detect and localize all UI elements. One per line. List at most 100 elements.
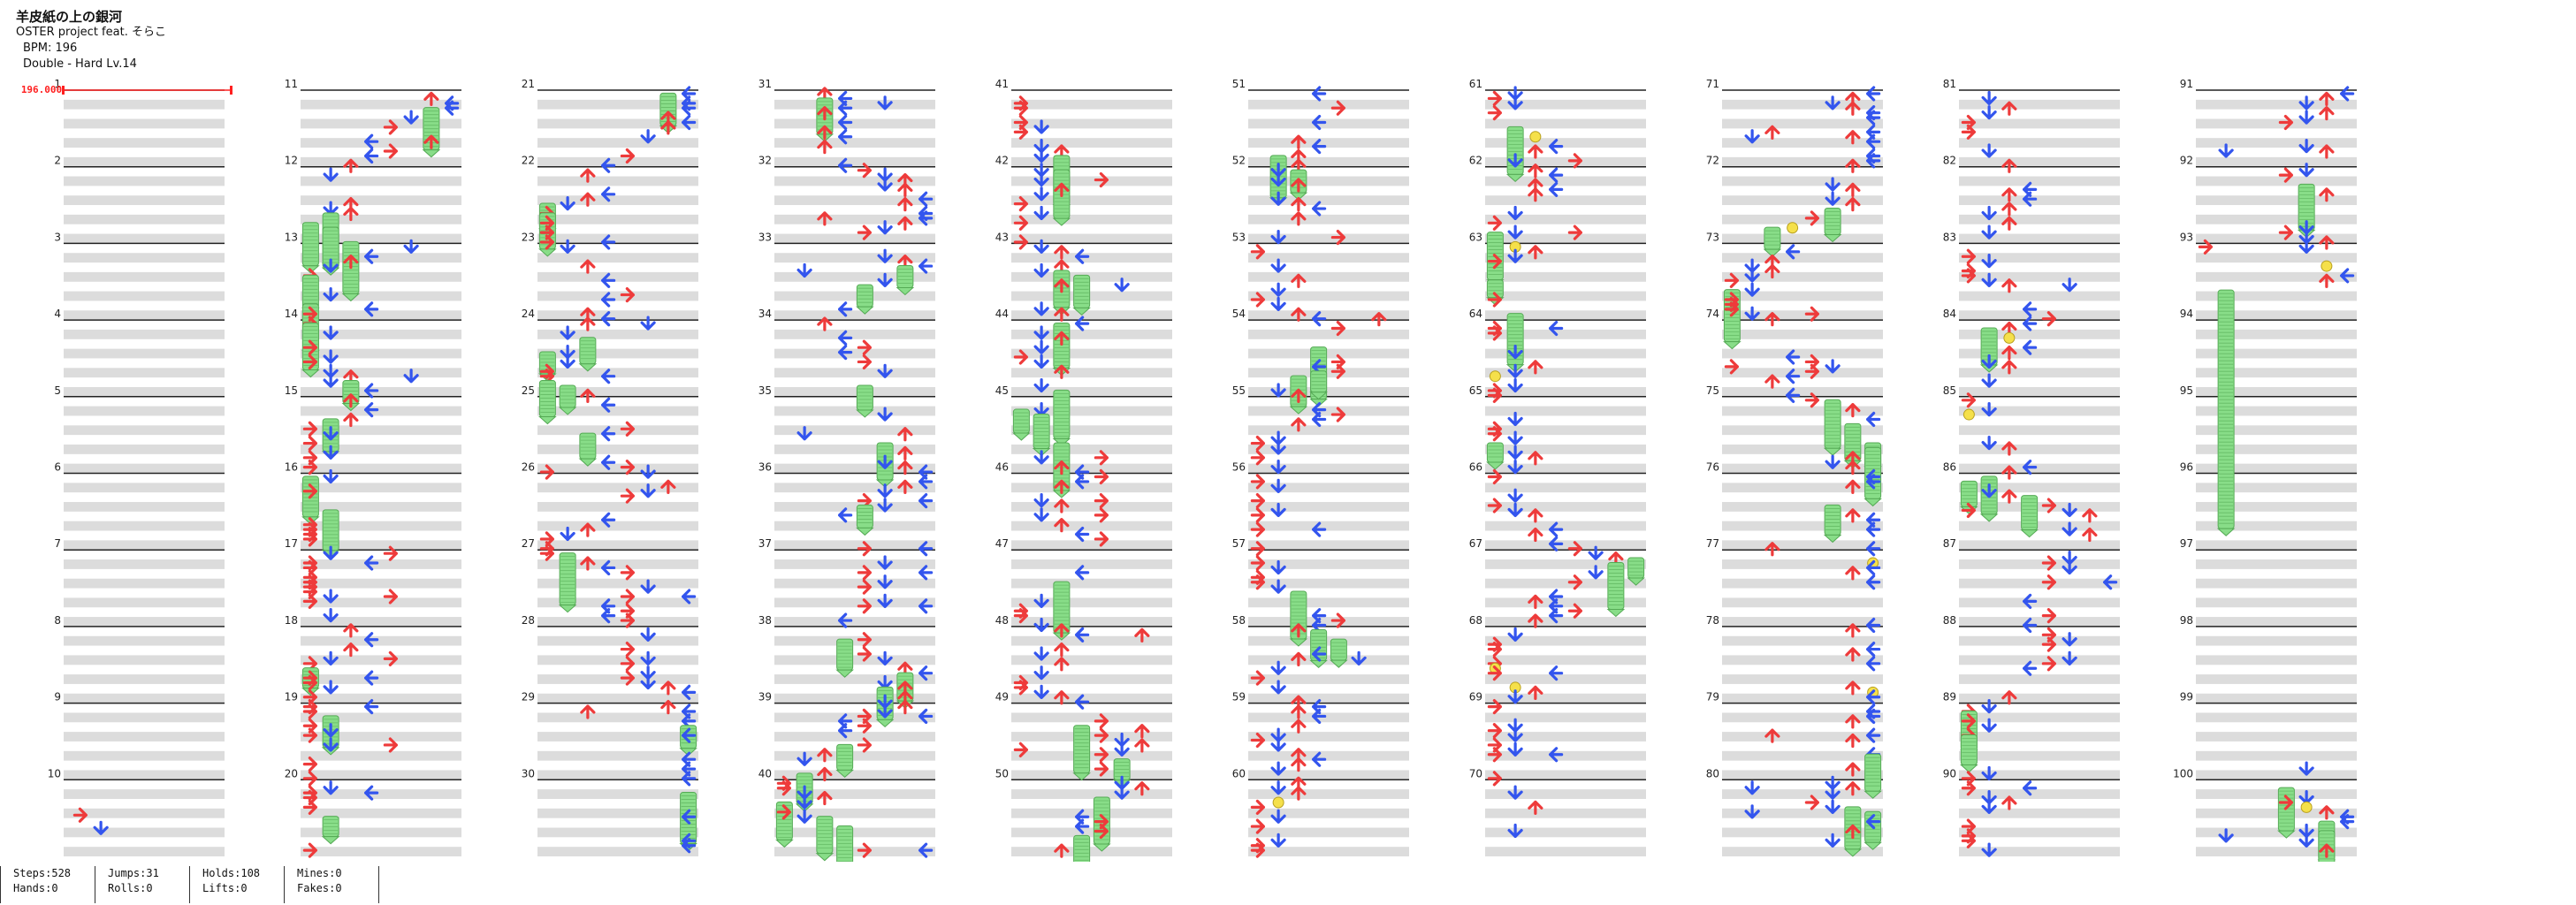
hold-note — [1960, 734, 1978, 773]
step-arrow-icon — [1033, 205, 1049, 221]
step-arrow-icon — [2023, 780, 2038, 796]
measure-number: 49 — [995, 691, 1009, 703]
beat-band — [1722, 483, 1883, 493]
step-arrow-icon — [539, 545, 554, 561]
step-arrow-icon — [1270, 761, 1286, 776]
step-arrow-icon — [1845, 824, 1861, 840]
step-arrow-icon — [302, 339, 317, 355]
step-arrow-icon — [1764, 728, 1780, 743]
measure-number: 86 — [1943, 461, 1956, 474]
beat-band — [2196, 329, 2357, 339]
beat-band — [64, 732, 225, 741]
beat-band — [2196, 559, 2357, 569]
step-arrow-icon — [2298, 761, 2314, 776]
step-arrow-icon — [1054, 690, 1070, 705]
stat-value: Jumps:31 — [108, 867, 159, 879]
beat-band — [537, 118, 698, 129]
step-arrow-icon — [877, 498, 893, 513]
step-arrow-icon — [601, 369, 616, 384]
beat-band — [1248, 214, 1409, 224]
step-arrow-icon — [857, 163, 872, 179]
beat-band — [1011, 329, 1172, 339]
step-arrow-icon — [1507, 377, 1523, 393]
mine-icon — [2321, 260, 2333, 272]
step-arrow-icon — [857, 737, 872, 753]
step-arrow-icon — [2340, 268, 2355, 284]
mine-icon — [1529, 131, 1542, 143]
measure-number: 24 — [522, 308, 535, 320]
beat-band — [1485, 483, 1646, 493]
step-arrow-icon — [918, 210, 934, 226]
beat-band — [64, 635, 225, 646]
step-arrow-icon — [1507, 224, 1523, 240]
step-arrow-icon — [2041, 656, 2056, 672]
step-arrow-icon — [1528, 508, 1543, 523]
measure-number: 94 — [2180, 308, 2193, 320]
step-arrow-icon — [877, 220, 893, 235]
step-arrow-icon — [1866, 617, 1881, 634]
beat-band — [1959, 386, 2120, 397]
step-arrow-icon — [1507, 95, 1523, 110]
step-arrow-icon — [1291, 623, 1307, 638]
beat-band — [1959, 233, 2120, 244]
beat-band — [301, 578, 461, 589]
step-arrow-icon — [2082, 527, 2098, 543]
beat-band — [301, 253, 461, 263]
step-arrow-icon — [1507, 205, 1523, 221]
beat-band — [1248, 655, 1409, 665]
beat-band — [301, 712, 461, 723]
measure-number: 72 — [1706, 155, 1719, 167]
step-arrow-icon — [1291, 134, 1307, 149]
measure-number: 7 — [54, 537, 61, 550]
measure-number: 37 — [758, 537, 772, 550]
step-arrow-icon — [640, 650, 656, 666]
step-arrow-icon — [1549, 167, 1564, 183]
step-arrow-icon — [1250, 818, 1265, 834]
step-arrow-icon — [403, 110, 419, 125]
step-arrow-icon — [302, 354, 317, 370]
step-arrow-icon — [897, 699, 913, 715]
step-arrow-icon — [1270, 191, 1286, 206]
step-arrow-icon — [1270, 833, 1286, 848]
step-arrow-icon — [620, 565, 635, 581]
beat-band — [1011, 233, 1172, 244]
step-arrow-icon — [1804, 795, 1819, 810]
beat-band — [301, 827, 461, 838]
step-arrow-icon — [620, 421, 635, 437]
stat-group: Mines:0 Fakes:0 — [284, 866, 378, 903]
step-arrow-icon — [1330, 407, 1345, 422]
step-arrow-icon — [838, 507, 853, 523]
mine-icon — [1489, 370, 1501, 383]
measure-column: 1 2 3 4 5 6 7 8 9 10 — [48, 78, 225, 856]
beat-band — [1248, 138, 1409, 148]
beat-band — [64, 291, 225, 301]
step-arrow-icon — [302, 674, 317, 691]
step-arrow-icon — [1866, 153, 1881, 169]
measure-number: 90 — [1943, 767, 1956, 780]
step-arrow-icon — [838, 301, 853, 317]
step-arrow-icon — [1033, 507, 1049, 522]
beat-band — [1485, 291, 1646, 301]
step-arrow-icon — [640, 316, 656, 331]
step-arrow-icon — [1845, 623, 1861, 638]
beat-band — [1011, 463, 1172, 474]
step-arrow-icon — [1312, 521, 1327, 537]
step-arrow-icon — [1845, 197, 1861, 212]
beat-band — [774, 463, 935, 474]
beat-band — [537, 635, 698, 646]
step-arrow-icon — [1549, 139, 1564, 155]
step-arrow-icon — [857, 224, 872, 240]
beat-band — [1485, 847, 1646, 856]
step-arrow-icon — [838, 612, 853, 628]
step-arrow-icon — [364, 670, 379, 686]
step-arrow-icon — [323, 723, 339, 738]
step-arrow-icon — [1312, 751, 1327, 767]
step-arrow-icon — [1312, 86, 1327, 102]
step-arrow-icon — [1507, 502, 1523, 518]
beat-band — [64, 827, 225, 838]
step-arrow-icon — [1013, 124, 1028, 140]
measure-number: 73 — [1706, 231, 1719, 243]
step-arrow-icon — [364, 248, 379, 264]
measure-column: 51 52 53 54 55 56 57 58 59 60 — [1232, 78, 1409, 856]
step-arrow-icon — [1744, 306, 1760, 321]
